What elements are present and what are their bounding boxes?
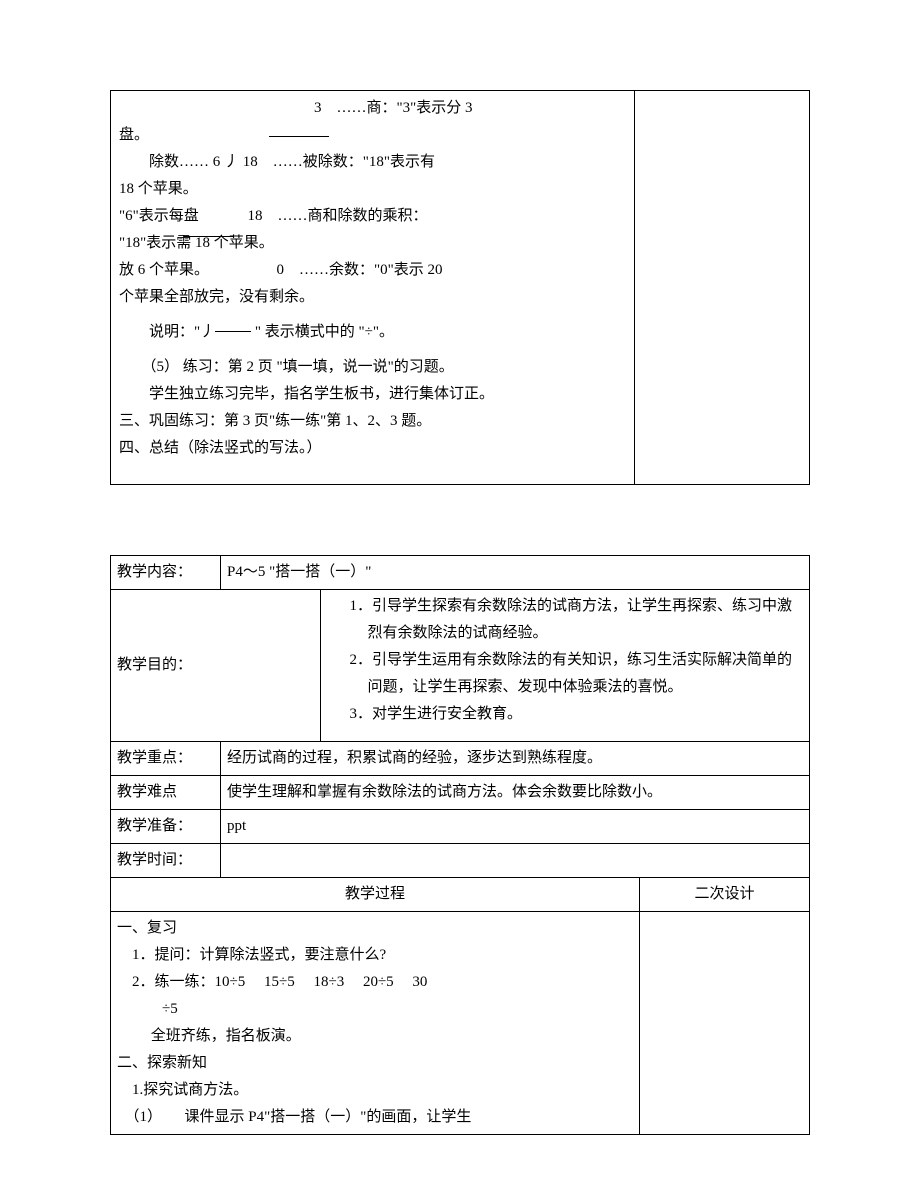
- value-time: [221, 844, 810, 878]
- value-difficulty: 使学生理解和掌握有余数除法的试商方法。体会余数要比除数小。: [221, 776, 810, 810]
- text-line: 四、总结（除法竖式的写法。）: [119, 435, 626, 462]
- text-line: 18 个苹果。: [119, 176, 626, 203]
- lesson-table-upper: 3 ……商："3"表示分 3 盘。 除数…… 6 丿 18 ……被除数："18"…: [110, 90, 810, 485]
- header-process: 教学过程: [111, 878, 640, 912]
- label-focus: 教学重点：: [111, 742, 221, 776]
- proc-line: 2．练一练：10÷5 15÷5 18÷3 20÷5 30: [117, 969, 633, 996]
- process-content: 一、复习 1．提问：计算除法竖式，要注意什么? 2．练一练：10÷5 15÷5 …: [111, 912, 640, 1135]
- text-line: 三、巩固练习：第 3 页"练一练"第 1、2、3 题。: [119, 408, 626, 435]
- header-design: 二次设计: [639, 878, 809, 912]
- text-line: "6"表示每盘 18 ……商和除数的乘积：: [119, 203, 626, 230]
- text-line: "18"表示需 18 个苹果。: [119, 230, 626, 257]
- text-line: 3 ……商："3"表示分 3: [119, 95, 626, 122]
- value-goal: 1．引导学生探索有余数除法的试商方法，让学生再探索、练习中激烈有余数除法的试商经…: [321, 590, 810, 742]
- proc-line: 1．提问：计算除法竖式，要注意什么?: [117, 942, 633, 969]
- proc-line: 二、探索新知: [117, 1050, 633, 1077]
- label-difficulty: 教学难点: [111, 776, 221, 810]
- goal-item: 3．对学生进行安全教育。: [350, 701, 804, 728]
- proc-line: 一、复习: [117, 915, 633, 942]
- lesson-table-lower: 教学内容： P4～5 "搭一搭（一）" 教学目的： 1．引导学生探索有余数除法的…: [110, 555, 810, 1135]
- value-prep: ppt: [221, 810, 810, 844]
- text-line: 除数…… 6 丿 18 ……被除数："18"表示有: [119, 149, 626, 176]
- text-line: 学生独立练习完毕，指名学生板书，进行集体订正。: [119, 381, 626, 408]
- proc-line: （1） 课件显示 P4"搭一搭（一）"的画面，让学生: [117, 1104, 633, 1131]
- text-line: 个苹果全部放完，没有剩余。: [119, 284, 626, 311]
- goal-item: 1．引导学生探索有余数除法的试商方法，让学生再探索、练习中激烈有余数除法的试商经…: [350, 593, 804, 647]
- label-prep: 教学准备：: [111, 810, 221, 844]
- process-design: [639, 912, 809, 1135]
- text-line: 说明："丿 " 表示横式中的 "÷"。: [119, 319, 626, 346]
- value-focus: 经历试商的过程，积累试商的经验，逐步达到熟练程度。: [221, 742, 810, 776]
- label-content: 教学内容：: [111, 556, 221, 590]
- text-line: 放 6 个苹果。 0 ……余数："0"表示 20: [119, 257, 626, 284]
- text-line: （5） 练习：第 2 页 "填一填，说一说"的习题。: [119, 354, 626, 381]
- label-goal: 教学目的：: [111, 590, 321, 742]
- lesson-upper-content: 3 ……商："3"表示分 3 盘。 除数…… 6 丿 18 ……被除数："18"…: [111, 91, 635, 485]
- lesson-upper-design: [635, 91, 810, 485]
- proc-line: 全班齐练，指名板演。: [117, 1023, 633, 1050]
- goal-item: 2．引导学生运用有余数除法的有关知识，练习生活实际解决简单的问题，让学生再探索、…: [350, 647, 804, 701]
- proc-line: 1.探究试商方法。: [117, 1077, 633, 1104]
- text-line: 盘。: [119, 122, 626, 149]
- proc-line: ÷5: [117, 996, 633, 1023]
- label-time: 教学时间：: [111, 844, 221, 878]
- value-content: P4～5 "搭一搭（一）": [221, 556, 810, 590]
